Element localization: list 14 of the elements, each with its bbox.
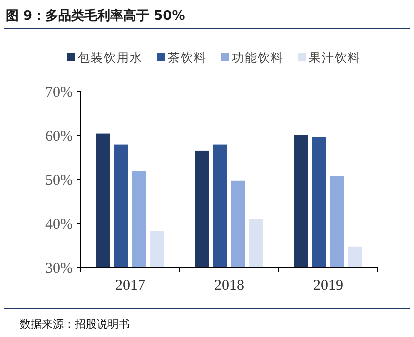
- y-tick-label: 50%: [46, 173, 73, 189]
- x-tick-label: 2019: [314, 278, 344, 294]
- y-tick-label: 40%: [46, 217, 73, 233]
- legend-label: 包装饮用水: [78, 51, 143, 65]
- y-tick-label: 70%: [46, 85, 73, 101]
- source-note: 数据来源：招股说明书: [20, 318, 130, 331]
- legend-label: 果汁饮料: [309, 51, 361, 65]
- chart-title: 图 9：多品类毛利率高于 50%: [6, 8, 186, 24]
- y-tick-label: 60%: [46, 129, 73, 145]
- legend-label: 功能饮料: [232, 51, 284, 65]
- y-tick-label: 30%: [46, 261, 73, 277]
- x-tick-label: 2018: [214, 278, 244, 294]
- x-tick-label: 2017: [116, 278, 146, 294]
- legend-label: 茶饮料: [168, 51, 207, 65]
